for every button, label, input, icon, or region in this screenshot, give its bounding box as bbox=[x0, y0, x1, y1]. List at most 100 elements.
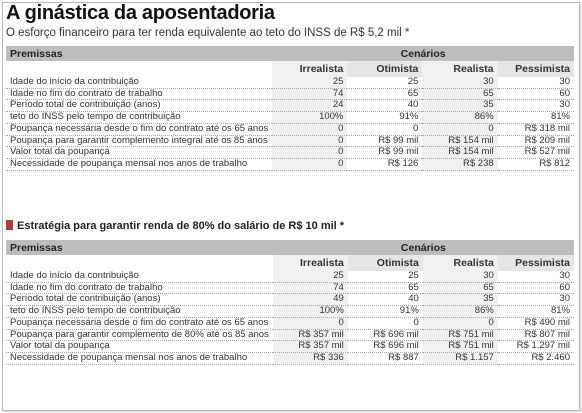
cell-value: 91% bbox=[347, 305, 423, 318]
cell-value: 24 bbox=[272, 100, 348, 113]
cell-value: 0 bbox=[272, 123, 348, 136]
cell-value: 25 bbox=[347, 76, 423, 89]
cell-value: 30 bbox=[422, 76, 498, 89]
row-label: Necessidade de poupança mensal nos anos … bbox=[6, 352, 273, 365]
scenarios-table-2: Premissas Cenários Irrealista Otimista R… bbox=[6, 240, 574, 365]
table-row: Idade do início da contribuição 25 25 30 30 bbox=[6, 270, 574, 283]
cell-value: R$ 126 bbox=[347, 158, 423, 171]
row-label: Poupança para garantir complemento de 80… bbox=[6, 329, 273, 342]
row-label: teto do INSS pelo tempo de contribuição bbox=[6, 111, 273, 124]
cell-value: 30 bbox=[422, 270, 498, 283]
cell-value: R$ 336 bbox=[272, 352, 348, 365]
cell-value: 30 bbox=[497, 76, 574, 89]
red-square-icon bbox=[6, 220, 13, 230]
cell-value: R$ 99 mil bbox=[347, 135, 423, 148]
cell-value: 40 bbox=[347, 100, 423, 113]
page-subtitle: O esforço financeiro para ter renda equi… bbox=[6, 27, 410, 39]
table-row: Idade no fim do contrato de trabalho 74 65… bbox=[6, 88, 574, 101]
scenarios-table-1: Premissas Cenários Irrealista Otimista R… bbox=[6, 46, 574, 171]
cell-value: R$ 807 mil bbox=[497, 329, 574, 342]
cell-value: 0 bbox=[422, 317, 498, 330]
row-label: Período total de contribuição (anos) bbox=[6, 294, 273, 307]
cell-value: 30 bbox=[497, 100, 574, 113]
cell-value: 25 bbox=[272, 270, 348, 283]
table-row: Poupança para garantir complemento de 80… bbox=[6, 329, 574, 342]
column-header: Irrealista bbox=[272, 61, 348, 77]
cell-value: 74 bbox=[272, 282, 348, 295]
cell-value: 0 bbox=[347, 123, 423, 136]
cell-value: 65 bbox=[347, 88, 423, 101]
table-row: Necessidade de poupança mensal nos anos … bbox=[6, 158, 574, 171]
column-header: Otimista bbox=[347, 255, 423, 271]
table-row: Poupança necessária desde o fim do contr… bbox=[6, 317, 574, 330]
cell-value: 0 bbox=[347, 317, 423, 330]
cell-value: 74 bbox=[272, 88, 348, 101]
cell-value: R$ 357 mil bbox=[272, 341, 348, 353]
cell-value: 30 bbox=[497, 294, 574, 307]
row-label: Valor total da poupança bbox=[6, 147, 273, 159]
cell-value: 0 bbox=[272, 158, 348, 171]
cell-value: 35 bbox=[422, 294, 498, 307]
cell-value: 30 bbox=[497, 270, 574, 283]
cell-value: 49 bbox=[272, 294, 348, 307]
cell-value: 65 bbox=[347, 282, 423, 295]
table-row: Valor total da poupança R$ 357 mil R$ 696 … bbox=[6, 341, 574, 353]
row-label: Poupança necessária desde o fim do contr… bbox=[6, 123, 273, 136]
premissas-header: Premissas bbox=[6, 240, 273, 255]
cell-value: R$ 751 mil bbox=[422, 329, 498, 342]
cell-value: R$ 154 mil bbox=[422, 147, 498, 159]
cenarios-header: Cenários bbox=[272, 240, 574, 255]
cell-value: R$ 887 bbox=[347, 352, 423, 365]
cell-value: 25 bbox=[347, 270, 423, 283]
cell-value: R$ 318 mil bbox=[497, 123, 574, 136]
row-label: Valor total da poupança bbox=[6, 341, 273, 353]
cell-value: 100% bbox=[272, 111, 348, 124]
cenarios-header: Cenários bbox=[272, 46, 574, 61]
row-label: Necessidade de poupança mensal nos anos … bbox=[6, 158, 273, 171]
cell-value: R$ 696 mil bbox=[347, 329, 423, 342]
cell-value: R$ 812 bbox=[497, 158, 574, 171]
row-label: Idade do início da contribuição bbox=[6, 270, 273, 283]
row-label: teto do INSS pelo tempo de contribuição bbox=[6, 305, 273, 318]
cell-value: 81% bbox=[497, 305, 574, 318]
cell-value: 91% bbox=[347, 111, 423, 124]
cell-value: R$ 527 mil bbox=[497, 147, 574, 159]
row-label: Período total de contribuição (anos) bbox=[6, 100, 273, 113]
section-2-title: Estratégia para garantir renda de 80% do… bbox=[6, 220, 344, 232]
column-header: Pessimista bbox=[497, 61, 574, 77]
cell-value: 65 bbox=[422, 282, 498, 295]
table-row: Poupança necessária desde o fim do contr… bbox=[6, 123, 574, 136]
blank-header-cell bbox=[6, 61, 273, 77]
cell-value: R$ 154 mil bbox=[422, 135, 498, 148]
row-label: Idade no fim do contrato de trabalho bbox=[6, 282, 273, 295]
table-row: Idade no fim do contrato de trabalho 74 65… bbox=[6, 282, 574, 295]
column-header: Realista bbox=[422, 255, 498, 271]
cell-value: R$ 1.297 mil bbox=[497, 341, 574, 353]
cell-value: 0 bbox=[272, 317, 348, 330]
column-header: Realista bbox=[422, 61, 498, 77]
row-label: Poupança necessária desde o fim do contr… bbox=[6, 317, 273, 330]
cell-value: 81% bbox=[497, 111, 574, 124]
cell-value: 0 bbox=[272, 135, 348, 148]
cell-value: 35 bbox=[422, 100, 498, 113]
cell-value: 60 bbox=[497, 282, 574, 295]
row-label: Idade do início da contribuição bbox=[6, 76, 273, 89]
cell-value: R$ 99 mil bbox=[347, 147, 423, 159]
column-header: Irrealista bbox=[272, 255, 348, 271]
column-header: Pessimista bbox=[497, 255, 574, 271]
table-row: Idade do início da contribuição 25 25 30 30 bbox=[6, 76, 574, 89]
section-2-title-text: Estratégia para garantir renda de 80% do… bbox=[17, 220, 345, 232]
table-row: teto do INSS pelo tempo de contribuição 1… bbox=[6, 111, 574, 124]
table-row: Necessidade de poupança mensal nos anos … bbox=[6, 352, 574, 365]
cell-value: 100% bbox=[272, 305, 348, 318]
table-row: Valor total da poupança 0 R$ 99 mil R$ 154 … bbox=[6, 147, 574, 159]
cell-value: R$ 751 mil bbox=[422, 341, 498, 353]
page-title: A ginástica da aposentadoria bbox=[6, 2, 275, 24]
cell-value: R$ 1.157 bbox=[422, 352, 498, 365]
cell-value: 40 bbox=[347, 294, 423, 307]
column-header: Otimista bbox=[347, 61, 423, 77]
cell-value: R$ 696 mil bbox=[347, 341, 423, 353]
blank-header-cell bbox=[6, 255, 273, 271]
cell-value: 86% bbox=[422, 111, 498, 124]
cell-value: R$ 2.460 bbox=[497, 352, 574, 365]
